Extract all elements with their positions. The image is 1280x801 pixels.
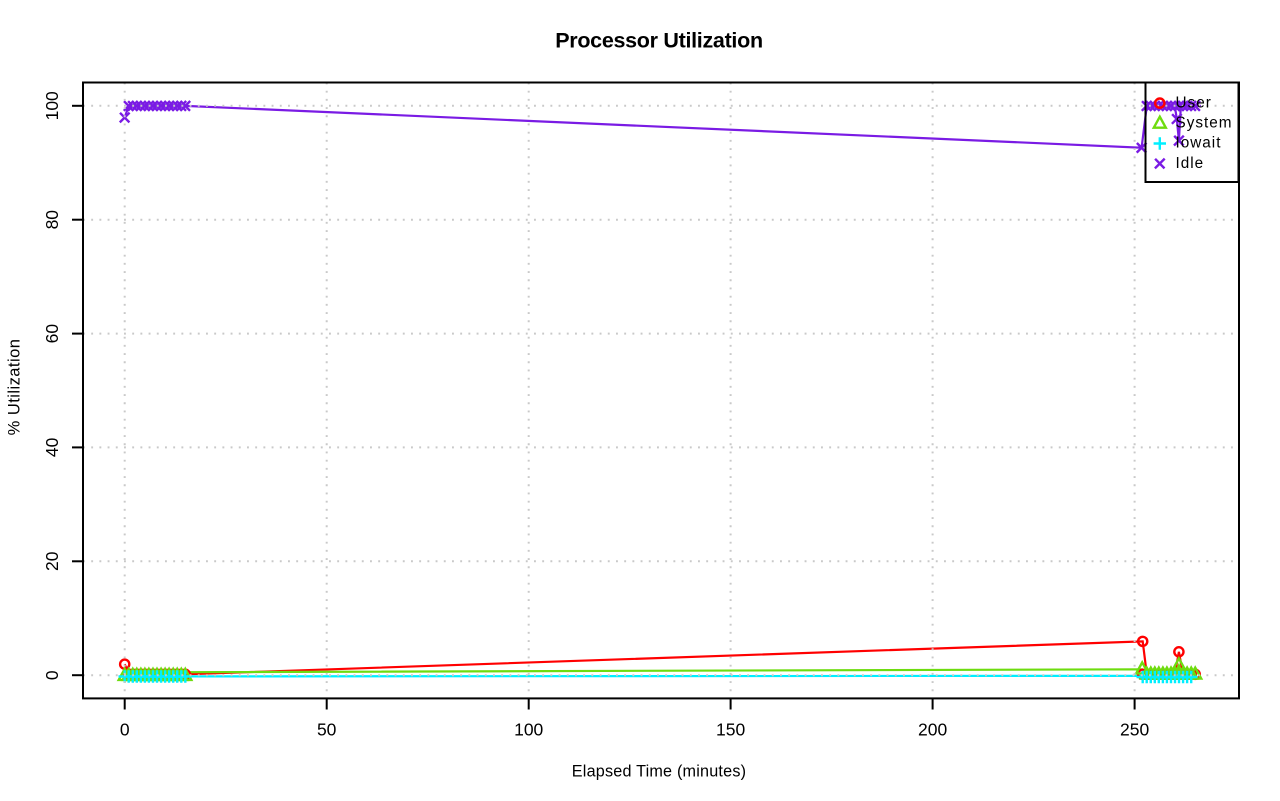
svg-text:Processor Utilization: Processor Utilization — [555, 29, 763, 53]
svg-text:250: 250 — [1120, 720, 1149, 740]
svg-text:100: 100 — [514, 720, 543, 740]
svg-text:% Utilization: % Utilization — [6, 339, 24, 436]
svg-text:User: User — [1176, 95, 1212, 112]
svg-text:20: 20 — [42, 551, 62, 571]
svg-text:80: 80 — [42, 210, 62, 230]
svg-text:Idle: Idle — [1176, 155, 1205, 172]
svg-text:Iowait: Iowait — [1176, 135, 1222, 152]
svg-text:60: 60 — [42, 324, 62, 344]
svg-text:150: 150 — [716, 720, 745, 740]
svg-text:50: 50 — [317, 720, 337, 740]
svg-text:200: 200 — [918, 720, 947, 740]
svg-text:0: 0 — [120, 720, 130, 740]
svg-text:Elapsed Time (minutes): Elapsed Time (minutes) — [572, 763, 746, 781]
svg-text:0: 0 — [42, 670, 62, 680]
svg-text:40: 40 — [42, 437, 62, 457]
svg-text:100: 100 — [42, 91, 62, 120]
svg-text:System: System — [1176, 115, 1233, 132]
